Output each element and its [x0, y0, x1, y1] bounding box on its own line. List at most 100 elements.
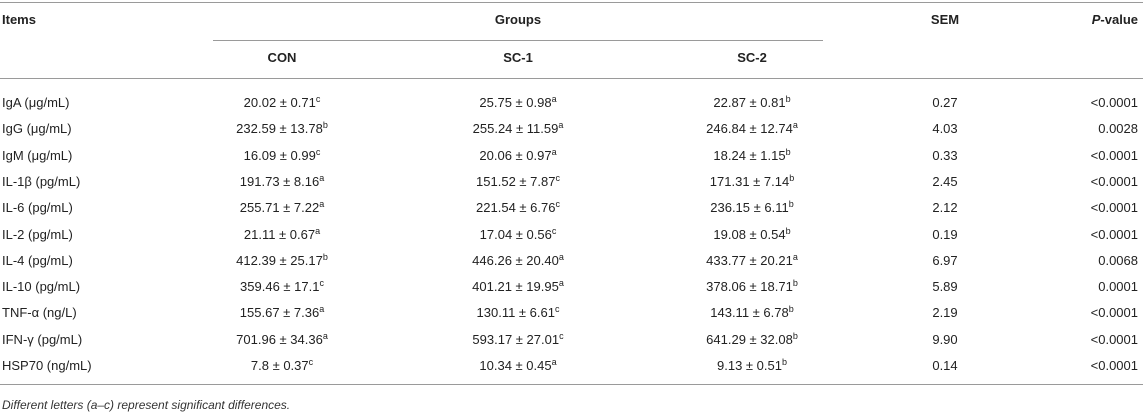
value-text: 246.84 ± 12.74 — [706, 121, 793, 137]
p-cell: <0.0001 — [1090, 305, 1138, 321]
value-letter: b — [785, 94, 791, 104]
value-text: 171.31 ± 7.14 — [709, 173, 790, 189]
sem-cell: 4.03 — [932, 121, 958, 137]
sem-cell: 2.12 — [932, 200, 958, 216]
value-letter: c — [308, 357, 314, 367]
value-text: 359.46 ± 17.1 — [240, 279, 320, 295]
sem-cell: 2.45 — [932, 173, 958, 189]
value-text: 255.24 ± 11.59 — [472, 121, 559, 137]
value-letter: c — [315, 94, 321, 104]
value-text: 701.96 ± 34.36 — [236, 331, 323, 347]
sem-cell: 0.27 — [932, 95, 958, 110]
p-cell: 0.0068 — [1098, 252, 1138, 268]
value-letter: a — [792, 120, 798, 131]
value-text: 221.54 ± 6.76 — [476, 200, 556, 216]
p-cell: 0.0001 — [1098, 279, 1138, 295]
value-letter: a — [551, 94, 557, 104]
value-cell: 701.96 ± 34.36a — [236, 330, 328, 348]
value-cell: 246.84 ± 12.74a — [706, 121, 798, 137]
value-text: 433.77 ± 20.21 — [706, 252, 793, 268]
value-letter: a — [315, 225, 321, 236]
value-text: 412.39 ± 25.17 — [236, 252, 323, 268]
value-cell: 641.29 ± 32.08b — [706, 330, 798, 348]
value-text: 151.52 ± 7.87 — [476, 173, 556, 189]
items-header: Items — [2, 12, 36, 27]
value-letter: a — [319, 304, 325, 315]
value-cell: 17.04 ± 0.56c — [479, 225, 557, 243]
value-letter: b — [792, 330, 798, 341]
sem-cell: 6.97 — [932, 252, 958, 268]
sem-cell: 0.19 — [932, 226, 958, 242]
value-text: 10.34 ± 0.45 — [479, 358, 552, 373]
value-cell: 378.06 ± 18.71b — [706, 279, 798, 295]
p-cell: <0.0001 — [1090, 200, 1138, 216]
p-cell: <0.0001 — [1090, 147, 1138, 163]
value-text: 22.87 ± 0.81 — [713, 95, 786, 110]
sem-header: SEM — [930, 12, 960, 27]
value-text: 255.71 ± 7.22 — [239, 200, 320, 216]
value-text: 446.26 ± 20.40 — [472, 252, 559, 268]
sem-cell: 2.19 — [932, 305, 958, 321]
value-letter: b — [322, 251, 328, 262]
value-letter: a — [319, 172, 325, 183]
sem-cell: 0.14 — [932, 358, 958, 373]
value-cell: 236.15 ± 6.11b — [710, 200, 793, 216]
value-letter: b — [788, 304, 794, 315]
value-text: 7.8 ± 0.37 — [250, 358, 309, 373]
group-header: SC-1 — [503, 50, 533, 65]
item-cell: IgG (μg/mL) — [2, 121, 72, 137]
value-text: 20.02 ± 0.71 — [243, 95, 316, 110]
value-letter: a — [322, 330, 328, 341]
value-text: 236.15 ± 6.11 — [710, 200, 789, 216]
value-letter: c — [551, 225, 557, 236]
value-cell: 22.87 ± 0.81b — [713, 95, 790, 111]
value-letter: c — [319, 278, 324, 289]
value-cell: 9.13 ± 0.51b — [717, 358, 787, 374]
value-text: 17.04 ± 0.56 — [479, 226, 552, 242]
sem-cell: 9.90 — [932, 331, 958, 347]
groups-header: Groups — [494, 12, 542, 27]
pvalue-italic: P — [1091, 12, 1101, 27]
item-cell: IgM (μg/mL) — [2, 147, 73, 163]
item-cell: IgA (μg/mL) — [2, 95, 70, 110]
value-text: 130.11 ± 6.61 — [476, 305, 555, 321]
value-letter: c — [555, 199, 560, 210]
p-cell: <0.0001 — [1090, 331, 1138, 347]
top-rule — [0, 2, 1143, 3]
group-rule — [213, 40, 823, 41]
value-cell: 130.11 ± 6.61c — [477, 305, 560, 321]
item-cell: IFN-γ (pg/mL) — [2, 331, 83, 347]
value-letter: a — [551, 146, 557, 157]
value-cell: 401.21 ± 19.95a — [472, 279, 564, 295]
value-text: 401.21 ± 19.95 — [472, 279, 559, 295]
item-cell: IL-2 (pg/mL) — [2, 226, 73, 242]
value-letter: c — [555, 172, 560, 183]
pvalue-text: -value — [1100, 12, 1138, 27]
value-cell: 446.26 ± 20.40a — [472, 251, 564, 269]
group-header: SC-2 — [737, 50, 767, 65]
value-text: 155.67 ± 7.36 — [239, 305, 320, 321]
p-cell: <0.0001 — [1090, 95, 1138, 110]
value-cell: 412.39 ± 25.17b — [236, 251, 328, 269]
item-cell: IL-10 (pg/mL) — [2, 279, 81, 295]
value-cell: 19.08 ± 0.54b — [713, 226, 790, 243]
pvalue-header: P-value — [1092, 12, 1138, 28]
value-letter: b — [781, 357, 787, 367]
value-text: 232.59 ± 13.78 — [236, 121, 323, 137]
value-letter: a — [558, 251, 564, 262]
group-header: CON — [267, 50, 297, 65]
value-cell: 171.31 ± 7.14b — [709, 173, 794, 190]
value-letter: c — [315, 146, 321, 157]
value-letter: c — [559, 330, 564, 341]
value-text: 9.13 ± 0.51 — [717, 358, 782, 373]
value-text: 191.73 ± 8.16 — [239, 173, 320, 189]
value-letter: c — [554, 304, 560, 315]
sem-cell: 5.89 — [932, 279, 958, 295]
value-text: 143.11 ± 6.78 — [710, 305, 789, 321]
value-cell: 16.09 ± 0.99c — [244, 146, 321, 164]
value-text: 19.08 ± 0.54 — [713, 226, 786, 242]
value-text: 641.29 ± 32.08 — [706, 331, 793, 347]
item-cell: IL-6 (pg/mL) — [2, 200, 73, 216]
value-cell: 10.34 ± 0.45a — [479, 358, 556, 374]
value-cell: 593.17 ± 27.01c — [472, 330, 564, 348]
